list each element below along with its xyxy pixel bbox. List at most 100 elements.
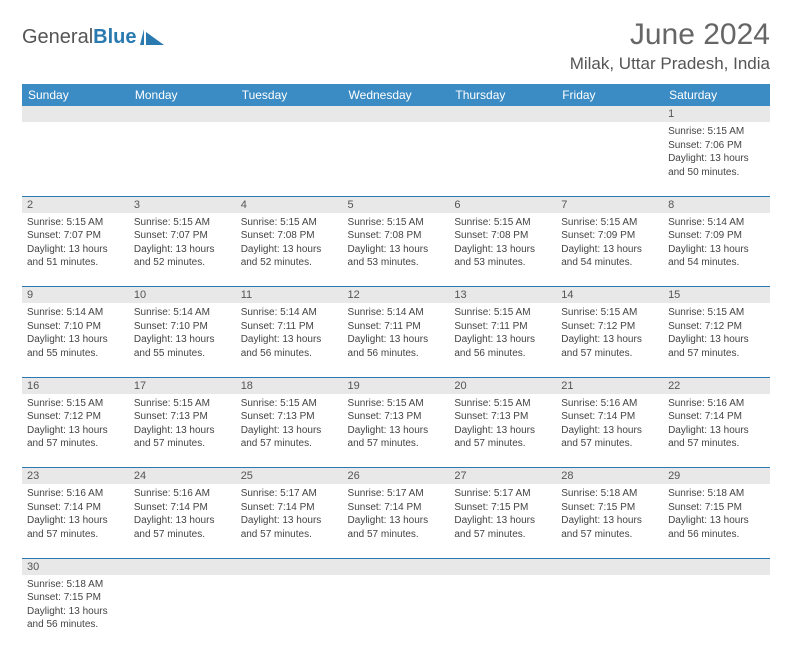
weekday-header: Thursday	[449, 84, 556, 106]
day-details: Sunrise: 5:16 AMSunset: 7:14 PMDaylight:…	[134, 487, 231, 541]
day-cell: Sunrise: 5:17 AMSunset: 7:14 PMDaylight:…	[343, 484, 450, 558]
day-number-cell: 23	[22, 468, 129, 485]
day-cell	[236, 122, 343, 196]
day-details: Sunrise: 5:17 AMSunset: 7:15 PMDaylight:…	[454, 487, 551, 541]
day-number-row: 9101112131415	[22, 287, 770, 304]
day-cell	[556, 122, 663, 196]
day-details: Sunrise: 5:17 AMSunset: 7:14 PMDaylight:…	[348, 487, 445, 541]
day-details: Sunrise: 5:17 AMSunset: 7:14 PMDaylight:…	[241, 487, 338, 541]
day-cell: Sunrise: 5:15 AMSunset: 7:09 PMDaylight:…	[556, 213, 663, 287]
day-details: Sunrise: 5:15 AMSunset: 7:09 PMDaylight:…	[561, 216, 658, 270]
day-number-cell	[343, 558, 450, 575]
day-number-cell	[22, 106, 129, 122]
day-number-cell: 10	[129, 287, 236, 304]
day-number-cell	[556, 558, 663, 575]
day-cell: Sunrise: 5:15 AMSunset: 7:13 PMDaylight:…	[236, 394, 343, 468]
day-details: Sunrise: 5:14 AMSunset: 7:10 PMDaylight:…	[27, 306, 124, 360]
day-details: Sunrise: 5:16 AMSunset: 7:14 PMDaylight:…	[561, 397, 658, 451]
day-cell: Sunrise: 5:14 AMSunset: 7:11 PMDaylight:…	[236, 303, 343, 377]
day-details: Sunrise: 5:15 AMSunset: 7:13 PMDaylight:…	[241, 397, 338, 451]
day-number-cell	[236, 106, 343, 122]
day-content-row: Sunrise: 5:15 AMSunset: 7:06 PMDaylight:…	[22, 122, 770, 196]
day-number-cell	[449, 558, 556, 575]
day-cell: Sunrise: 5:14 AMSunset: 7:10 PMDaylight:…	[129, 303, 236, 377]
day-cell: Sunrise: 5:15 AMSunset: 7:13 PMDaylight:…	[343, 394, 450, 468]
day-details: Sunrise: 5:15 AMSunset: 7:13 PMDaylight:…	[348, 397, 445, 451]
day-number-row: 2345678	[22, 196, 770, 213]
weekday-header-row: Sunday Monday Tuesday Wednesday Thursday…	[22, 84, 770, 106]
weekday-header: Tuesday	[236, 84, 343, 106]
day-details: Sunrise: 5:15 AMSunset: 7:08 PMDaylight:…	[454, 216, 551, 270]
location: Milak, Uttar Pradesh, India	[570, 54, 770, 74]
day-cell: Sunrise: 5:15 AMSunset: 7:12 PMDaylight:…	[22, 394, 129, 468]
day-number-cell	[236, 558, 343, 575]
day-number-cell	[449, 106, 556, 122]
day-details: Sunrise: 5:14 AMSunset: 7:11 PMDaylight:…	[348, 306, 445, 360]
logo-text-1: General	[22, 26, 93, 49]
weekday-header: Sunday	[22, 84, 129, 106]
day-cell: Sunrise: 5:15 AMSunset: 7:12 PMDaylight:…	[663, 303, 770, 377]
month-title: June 2024	[570, 18, 770, 52]
day-content-row: Sunrise: 5:16 AMSunset: 7:14 PMDaylight:…	[22, 484, 770, 558]
logo-flag-icon	[140, 29, 166, 47]
day-details: Sunrise: 5:15 AMSunset: 7:07 PMDaylight:…	[27, 216, 124, 270]
day-cell	[22, 122, 129, 196]
day-cell: Sunrise: 5:16 AMSunset: 7:14 PMDaylight:…	[22, 484, 129, 558]
day-number-cell: 14	[556, 287, 663, 304]
day-number-cell: 6	[449, 196, 556, 213]
day-content-row: Sunrise: 5:15 AMSunset: 7:12 PMDaylight:…	[22, 394, 770, 468]
day-cell: Sunrise: 5:15 AMSunset: 7:11 PMDaylight:…	[449, 303, 556, 377]
title-block: June 2024 Milak, Uttar Pradesh, India	[570, 18, 770, 74]
calendar-table: Sunday Monday Tuesday Wednesday Thursday…	[22, 84, 770, 649]
day-cell: Sunrise: 5:15 AMSunset: 7:08 PMDaylight:…	[449, 213, 556, 287]
day-details: Sunrise: 5:14 AMSunset: 7:11 PMDaylight:…	[241, 306, 338, 360]
day-cell: Sunrise: 5:14 AMSunset: 7:09 PMDaylight:…	[663, 213, 770, 287]
day-number-cell	[129, 558, 236, 575]
day-number-row: 16171819202122	[22, 377, 770, 394]
day-details: Sunrise: 5:15 AMSunset: 7:12 PMDaylight:…	[668, 306, 765, 360]
day-cell: Sunrise: 5:15 AMSunset: 7:08 PMDaylight:…	[236, 213, 343, 287]
header: GeneralBlue June 2024 Milak, Uttar Prade…	[22, 18, 770, 74]
day-details: Sunrise: 5:18 AMSunset: 7:15 PMDaylight:…	[27, 578, 124, 632]
day-details: Sunrise: 5:15 AMSunset: 7:12 PMDaylight:…	[561, 306, 658, 360]
day-cell: Sunrise: 5:15 AMSunset: 7:07 PMDaylight:…	[22, 213, 129, 287]
day-cell: Sunrise: 5:15 AMSunset: 7:07 PMDaylight:…	[129, 213, 236, 287]
weekday-header: Monday	[129, 84, 236, 106]
weekday-header: Wednesday	[343, 84, 450, 106]
day-cell	[129, 122, 236, 196]
day-details: Sunrise: 5:15 AMSunset: 7:13 PMDaylight:…	[454, 397, 551, 451]
day-number-cell: 2	[22, 196, 129, 213]
day-details: Sunrise: 5:15 AMSunset: 7:07 PMDaylight:…	[134, 216, 231, 270]
day-cell: Sunrise: 5:14 AMSunset: 7:11 PMDaylight:…	[343, 303, 450, 377]
day-cell: Sunrise: 5:15 AMSunset: 7:06 PMDaylight:…	[663, 122, 770, 196]
day-number-cell: 1	[663, 106, 770, 122]
day-number-cell: 15	[663, 287, 770, 304]
day-number-cell: 12	[343, 287, 450, 304]
day-details: Sunrise: 5:18 AMSunset: 7:15 PMDaylight:…	[668, 487, 765, 541]
day-number-cell: 26	[343, 468, 450, 485]
day-number-row: 30	[22, 558, 770, 575]
weekday-header: Friday	[556, 84, 663, 106]
day-number-cell: 5	[343, 196, 450, 213]
day-details: Sunrise: 5:15 AMSunset: 7:11 PMDaylight:…	[454, 306, 551, 360]
day-cell: Sunrise: 5:15 AMSunset: 7:13 PMDaylight:…	[129, 394, 236, 468]
day-number-cell: 13	[449, 287, 556, 304]
day-number-cell: 30	[22, 558, 129, 575]
day-number-cell: 20	[449, 377, 556, 394]
day-number-cell: 21	[556, 377, 663, 394]
day-number-row: 23242526272829	[22, 468, 770, 485]
logo-text-2: Blue	[93, 26, 136, 49]
day-number-cell	[663, 558, 770, 575]
day-number-cell: 24	[129, 468, 236, 485]
day-number-cell: 28	[556, 468, 663, 485]
day-cell: Sunrise: 5:18 AMSunset: 7:15 PMDaylight:…	[663, 484, 770, 558]
day-details: Sunrise: 5:16 AMSunset: 7:14 PMDaylight:…	[27, 487, 124, 541]
day-number-cell: 18	[236, 377, 343, 394]
day-number-cell: 9	[22, 287, 129, 304]
day-number-cell: 3	[129, 196, 236, 213]
day-number-cell: 7	[556, 196, 663, 213]
day-details: Sunrise: 5:14 AMSunset: 7:10 PMDaylight:…	[134, 306, 231, 360]
day-details: Sunrise: 5:15 AMSunset: 7:13 PMDaylight:…	[134, 397, 231, 451]
day-number-cell	[556, 106, 663, 122]
day-cell: Sunrise: 5:16 AMSunset: 7:14 PMDaylight:…	[663, 394, 770, 468]
